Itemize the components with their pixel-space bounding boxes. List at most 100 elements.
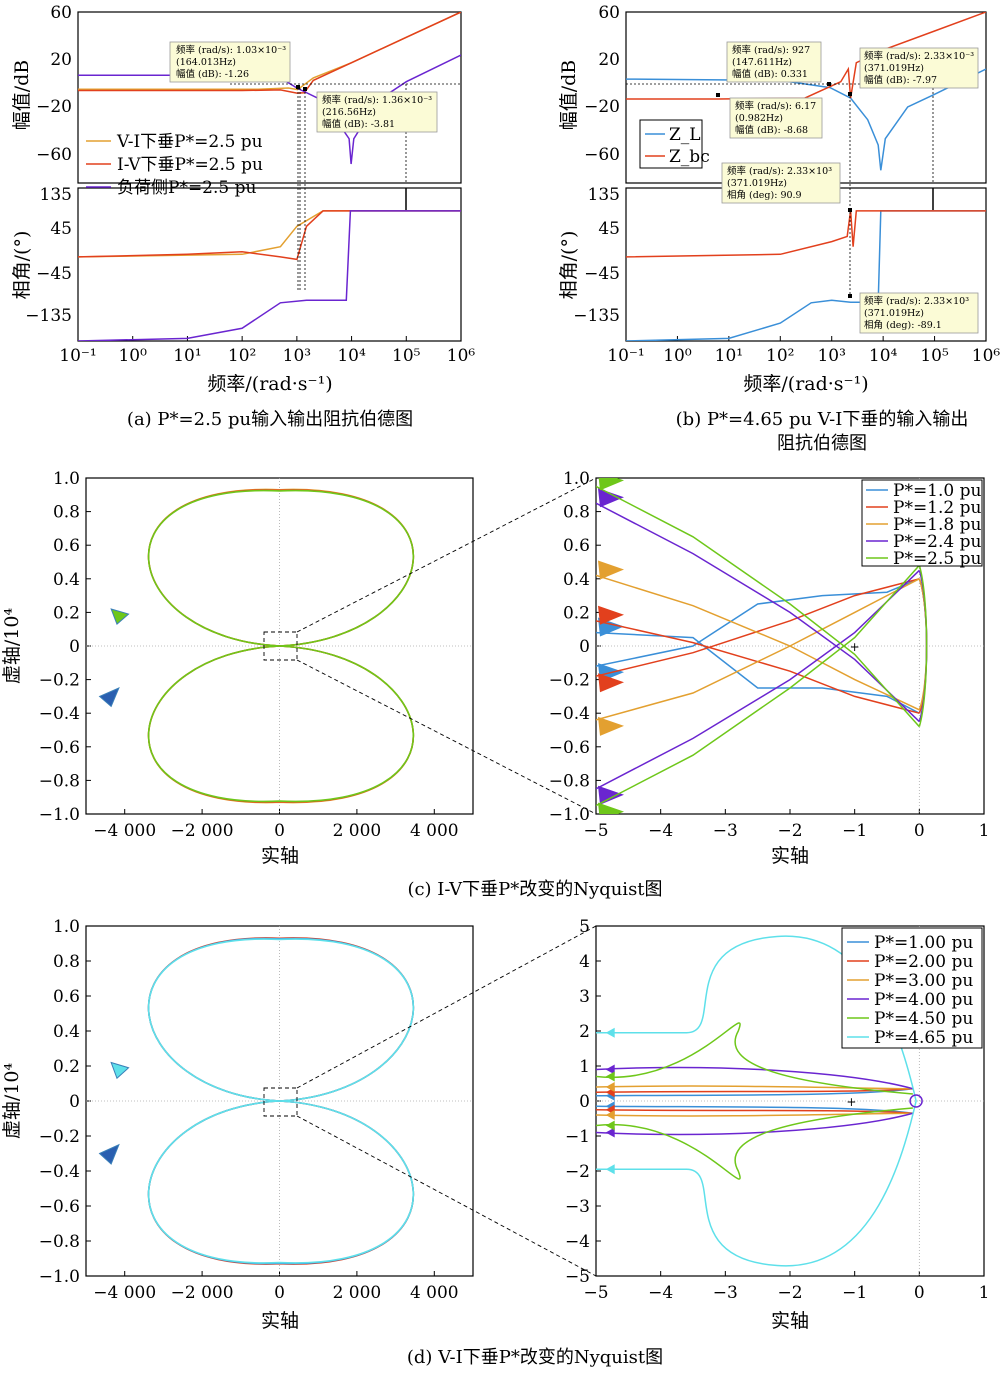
- y-tick-label: −3: [565, 1197, 590, 1217]
- x-tick-label: 10⁶: [447, 346, 476, 366]
- c-legend-label-2: P*=1.8 pu: [893, 515, 982, 535]
- y-tick-label: 0.8: [53, 503, 80, 523]
- x-tick-label: −2: [777, 1283, 802, 1303]
- c-zoom-pole-mark: +: [850, 640, 860, 654]
- c-zoom-upper-1: [596, 620, 920, 714]
- b-point-marker: [848, 208, 852, 212]
- svg-text:135: 135: [40, 185, 72, 205]
- d-zoom-curve-3: [596, 1066, 914, 1136]
- d-zoom-curve-4: [596, 1022, 913, 1180]
- x-tick-label: 0: [274, 821, 285, 841]
- x-tick-label: −1: [842, 1283, 867, 1303]
- x-tick-label: −5: [583, 1283, 608, 1303]
- svg-text:45: 45: [50, 219, 72, 239]
- panel-d: −4 000 −2 000 0 2 000 4 000−1.0−0.8−0.6−0.4−…: [1, 917, 989, 1368]
- y-tick-label: −0.8: [39, 1232, 80, 1252]
- x-tick-label: 10⁵: [392, 346, 421, 366]
- a-annotation-1: 频率 (rad/s): 1.03×10⁻³ (164.013Hz) 幅值 (dB…: [169, 41, 291, 83]
- c-zoom-lower-0: [596, 578, 920, 667]
- c-legend-label-3: P*=2.4 pu: [893, 532, 982, 552]
- c-full-upper-loop-0: [147, 488, 415, 647]
- a-phase-series-0: [78, 210, 461, 258]
- c-zoom-arrow-3: [598, 785, 624, 805]
- a-legend-label-2: 负荷侧P*=2.5 pu: [117, 178, 257, 198]
- y-tick-label: −0.6: [549, 738, 590, 758]
- y-tick-label: 0.4: [53, 1022, 80, 1042]
- b-legend: Z_L Z_bc: [639, 119, 710, 169]
- y-tick-label: −1.0: [39, 805, 80, 825]
- b-xticks: 10⁻¹ 10⁰ 10¹ 10² 10³ 10⁴ 10⁵ 10⁶: [607, 336, 1000, 366]
- c-full-lower-loop-2: [147, 645, 415, 803]
- b-annotation-1-mag: 幅值 (dB): 0.331: [732, 68, 808, 80]
- x-tick-label: −4: [648, 1283, 673, 1303]
- c-zoom-arrow-2: [598, 716, 624, 736]
- x-tick-label: 10¹: [173, 346, 201, 366]
- a-point-marker: [303, 87, 307, 91]
- a-annotation-2-hz: (216.56Hz): [322, 107, 376, 118]
- d-zoom-pole-mark: +: [846, 1095, 856, 1109]
- b-annotation-5: 频率 (rad/s): 2.33×10³ (371.019Hz) 相角 (deg…: [859, 292, 979, 334]
- a-caption: (a) P*=2.5 pu输入输出阻抗伯德图: [127, 409, 413, 430]
- y-tick-label: −0.8: [39, 771, 80, 791]
- d-full-upper-loop-1: [147, 937, 415, 1102]
- y-tick-label: −5: [565, 1267, 590, 1287]
- d-full-arrow-upper: [110, 1061, 130, 1080]
- x-tick-label: 10⁰: [663, 346, 692, 366]
- c-full-lower-loop-0: [147, 645, 415, 804]
- c-zoom-upper-2: [596, 574, 920, 711]
- b-phase-ylabel: 相角/(°): [558, 231, 580, 300]
- b-phase-series-1: [626, 210, 986, 258]
- y-tick-label: 5: [579, 917, 590, 937]
- c-legend: P*=1.0 puP*=1.2 puP*=1.8 puP*=2.4 puP*=2…: [861, 479, 983, 569]
- x-tick-label: −1: [842, 821, 867, 841]
- b-annotation-2-mag: 幅值 (dB): -7.97: [864, 74, 937, 86]
- x-tick-label: 10⁴: [337, 346, 366, 366]
- d-legend-label-3: P*=4.00 pu: [874, 990, 973, 1010]
- panel-a: 60 20 −20 −60 135 45 −45 −135 幅值/dB 相角/(…: [11, 3, 475, 430]
- x-tick-label: 4 000: [410, 821, 459, 841]
- y-tick-label: 1: [579, 1057, 590, 1077]
- d-caption: (d) V-I下垂P*改变的Nyquist图: [407, 1347, 663, 1368]
- a-xticks: 10⁻¹ 10⁰ 10¹ 10² 10³ 10⁴ 10⁵ 10⁶: [59, 336, 475, 366]
- c-zoom-lower-3: [596, 569, 920, 790]
- c-zoom-lower-4: [596, 564, 920, 807]
- b-caption-line2: 阻抗伯德图: [777, 433, 867, 454]
- a-phase-series-2: [78, 210, 461, 341]
- x-tick-label: 1: [979, 821, 990, 841]
- y-tick-label: −2: [565, 1162, 590, 1182]
- x-tick-label: 2 000: [333, 821, 382, 841]
- x-tick-label: −2: [777, 821, 802, 841]
- b-phase-series-0: [626, 210, 986, 341]
- y-tick-label: 0.4: [53, 570, 80, 590]
- b-annotation-5-freq: 频率 (rad/s): 2.33×10³: [864, 295, 969, 307]
- x-tick-label: 0: [914, 1283, 925, 1303]
- b-marker-lines: [626, 83, 934, 296]
- b-annotation-3-hz: (0.982Hz): [735, 113, 783, 124]
- c-zoom-arrow-4: [598, 802, 624, 814]
- c-zoom-lower-2: [596, 578, 920, 721]
- x-tick-label: 10⁵: [920, 346, 949, 366]
- x-tick-label: 0: [914, 821, 925, 841]
- d-full-upper-loop-0: [147, 937, 415, 1102]
- b-annotation-1-hz: (147.611Hz): [732, 57, 792, 68]
- b-point-marker: [848, 92, 852, 96]
- b-annotation-4: 频率 (rad/s): 2.33×10³ (371.019Hz) 相角 (deg…: [721, 162, 841, 204]
- b-annotation-4-hz: (371.019Hz): [727, 178, 787, 189]
- y-tick-label: 0.2: [53, 1057, 80, 1077]
- a-legend: V-I下垂P*=2.5 pu I-V下垂P*=2.5 pu 负荷侧P*=2.5 …: [86, 132, 263, 198]
- y-tick-label: −0.4: [549, 704, 590, 724]
- svg-text:−45: −45: [36, 264, 72, 284]
- d-legend-label-4: P*=4.50 pu: [874, 1009, 973, 1029]
- b-annotation-3-mag: 幅值 (dB): -8.68: [735, 124, 808, 136]
- y-tick-label: 3: [579, 987, 590, 1007]
- d-zoom-curve-5: [596, 935, 917, 1267]
- a-annotation-1-freq: 频率 (rad/s): 1.03×10⁻³: [176, 44, 286, 56]
- d-zoom-arrow-4: [605, 1071, 615, 1082]
- x-tick-label: 10⁻¹: [607, 346, 644, 366]
- svg-text:135: 135: [588, 185, 620, 205]
- x-tick-label: −2 000: [171, 1283, 234, 1303]
- c-zoom-arrow-4: [598, 478, 624, 491]
- d-zoom-arrow-3: [605, 1127, 615, 1138]
- c-full-xlabel: 实轴: [261, 845, 299, 867]
- c-full-arrow-lower: [98, 687, 120, 708]
